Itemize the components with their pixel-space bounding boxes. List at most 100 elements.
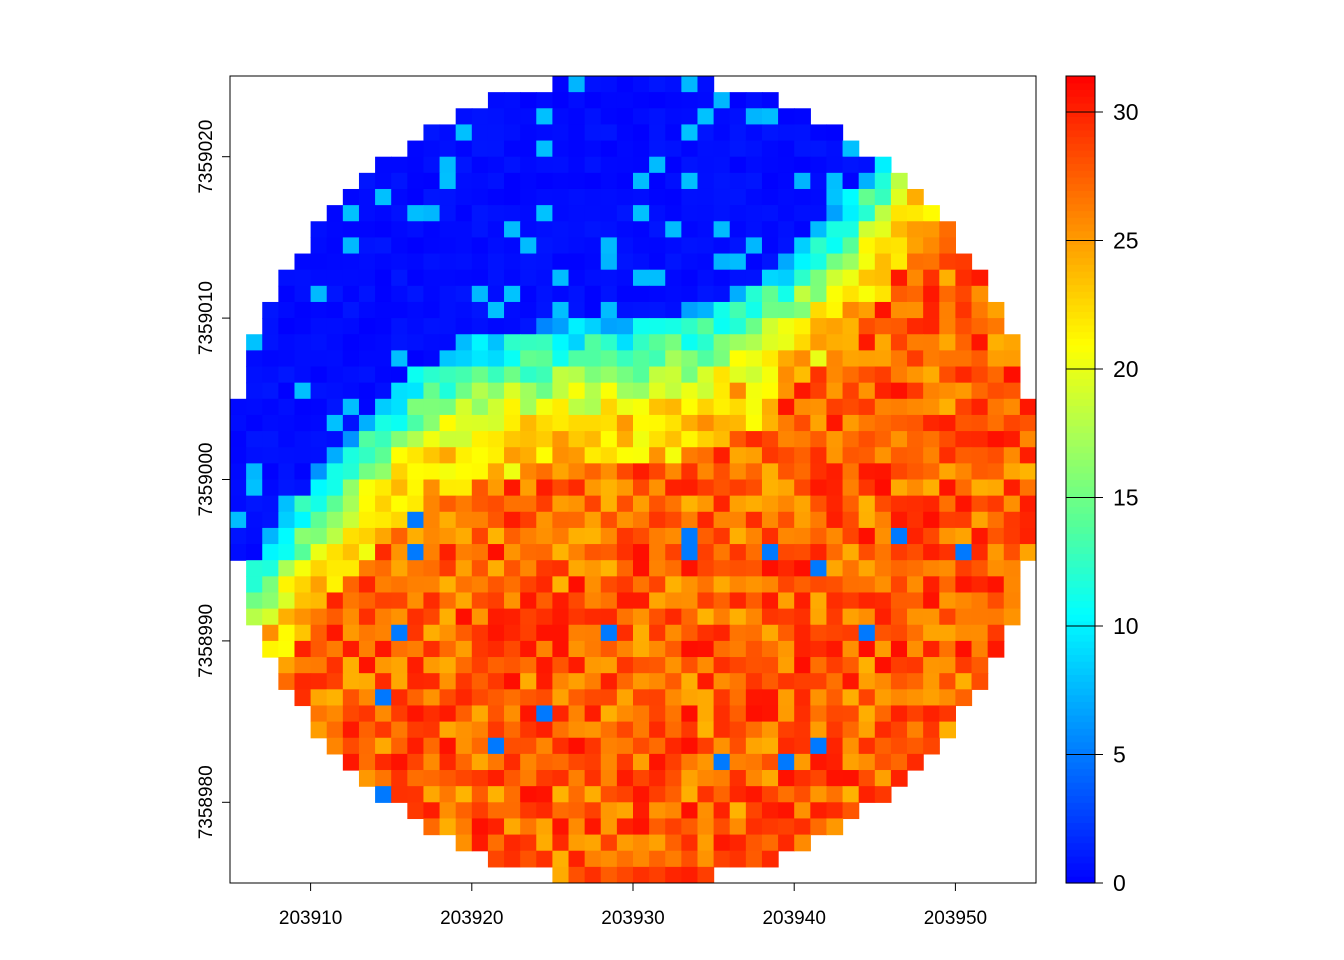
raster-cell [794,431,811,448]
raster-cell [310,350,328,368]
raster-cell [842,237,860,255]
raster-cell [294,479,312,497]
raster-cell [923,398,940,416]
raster-cell [890,221,908,238]
colorbar-segment [1066,876,1095,884]
raster-cell [455,334,473,351]
colorbar-segment [1066,466,1095,474]
raster-cell [455,737,473,755]
raster-cell [294,301,312,319]
raster-cell [455,237,473,255]
raster-cell [745,802,763,820]
raster-cell [778,431,795,448]
raster-cell [616,237,634,255]
raster-cell [649,382,666,400]
raster-cell [616,318,634,335]
raster-cell [858,382,876,400]
raster-cell [568,156,586,174]
raster-cell [713,737,731,755]
raster-cell [745,253,763,271]
raster-cell [810,592,828,610]
raster-cell [1019,398,1036,416]
colorbar-segment [1066,96,1095,104]
raster-cell [536,92,553,109]
colorbar-segment [1066,237,1095,245]
raster-cell [358,237,376,255]
raster-cell [439,140,457,158]
colorbar-segment [1066,479,1095,487]
raster-cell [745,285,763,303]
raster-cell [842,172,860,190]
raster-cell [358,544,376,561]
raster-cell [423,673,441,690]
raster-cell [600,866,618,883]
raster-cell [826,527,844,545]
raster-cell [1019,447,1036,464]
raster-cell [487,156,505,174]
raster-cell [810,737,828,755]
raster-cell [794,463,811,481]
raster-cell [358,560,376,577]
raster-cell [584,398,602,416]
raster-cell [665,640,682,658]
raster-cell [536,592,553,610]
raster-cell [407,511,425,529]
raster-cell [826,560,844,577]
raster-cell [681,721,699,739]
raster-cell [342,237,360,255]
raster-cell [568,205,586,222]
raster-cell [616,608,634,626]
raster-cell [391,608,408,626]
raster-cell [858,640,876,658]
raster-cell [761,156,779,174]
raster-cell [455,770,473,787]
raster-cell [552,156,570,174]
raster-cell [665,398,682,416]
raster-cell [681,866,699,883]
raster-cell [278,285,296,303]
raster-cell [890,253,908,271]
raster-cell [633,624,650,642]
raster-cell [745,640,763,658]
raster-cell [874,205,892,222]
raster-cell [600,269,618,287]
raster-cell [423,576,441,594]
raster-cell [584,850,602,868]
raster-cell [358,431,376,448]
colorbar-segment [1066,856,1095,864]
raster-cell [455,689,473,707]
raster-cell [745,188,763,206]
raster-cell [504,657,521,674]
raster-cell [987,560,1005,577]
raster-cell [778,737,795,755]
raster-cell [423,269,441,287]
raster-cell [939,447,956,464]
raster-cell [810,624,828,642]
raster-cell [375,431,392,448]
raster-cell [794,544,811,561]
raster-cell [1003,576,1021,594]
raster-cell [568,834,586,852]
raster-cell [697,221,715,238]
raster-cell [842,431,860,448]
raster-cell [262,350,279,368]
raster-cell [874,350,892,368]
raster-cell [794,318,811,335]
raster-cell [745,721,763,739]
raster-cell [616,205,634,222]
raster-cell [358,301,376,319]
raster-cell [890,592,908,610]
raster-cell [697,592,715,610]
colorbar-segment [1066,405,1095,413]
raster-cell [729,350,747,368]
raster-cell [504,511,521,529]
raster-cell [713,334,731,351]
raster-cell [536,544,553,561]
raster-cell [552,818,570,836]
raster-cell [262,527,279,545]
raster-cell [423,253,441,271]
raster-cell [455,285,473,303]
raster-cell [761,108,779,126]
raster-cell [584,753,602,771]
raster-cell [810,285,828,303]
